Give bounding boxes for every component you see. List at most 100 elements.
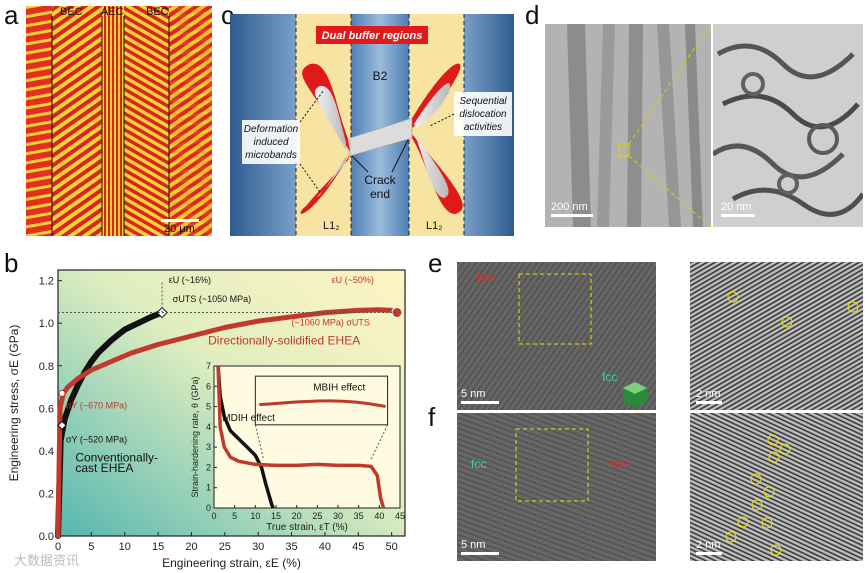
series-line-conventional [55, 309, 166, 539]
eu-label-red: εU (~50%) [332, 275, 374, 285]
ifft-image-f [690, 413, 863, 561]
scale-bar-d-right [721, 214, 755, 217]
ifft-image-e [690, 262, 863, 410]
inset-x-tick-label: 5 [232, 511, 237, 521]
bec-left-label: BEC [60, 6, 83, 18]
sequential-label-2: dislocation [459, 109, 507, 120]
inset-x-tick-label: 0 [211, 511, 216, 521]
uts-label-black: σUTS (~1050 MPa) [173, 294, 251, 304]
x-tick-label: 5 [88, 541, 94, 553]
uts-label-red: (~1060 MPa) σUTS [292, 317, 370, 327]
inset-series-conventional [216, 365, 275, 509]
l12-left-label: L1₂ [323, 220, 340, 232]
x-tick-label: 30 [252, 541, 264, 553]
aec-label: AEC [101, 6, 124, 18]
inset-x-tick-label: 40 [374, 511, 384, 521]
x-tick-label: 40 [319, 541, 331, 553]
y-tick-label: 0.4 [39, 446, 54, 458]
panel-label-b: b [4, 248, 19, 278]
bec-right-label: BEC [146, 6, 169, 18]
inset-y-tick-label: 5 [206, 402, 211, 412]
l12-right-label: L1₂ [426, 220, 443, 232]
inset-y-tick-label: 3 [206, 442, 211, 452]
panel-f-left-image: fcc bcc 5 nm [457, 413, 656, 561]
scale-bar-f-right [696, 552, 722, 555]
y-tick-label: 0.6 [39, 403, 54, 415]
scale-text-d-left: 200 nm [551, 201, 588, 213]
y-tick-label: 0.2 [39, 488, 54, 500]
ys-label-black: σY (~520 MPa) [66, 434, 127, 444]
inset-y-tick-label: 2 [206, 462, 211, 472]
inset-y-tick-label: 6 [206, 381, 211, 391]
cc-series-label-2: cast EHEA [75, 461, 133, 475]
y-tick-label: 0.0 [39, 531, 54, 543]
deformation-label-2: induced [253, 137, 288, 148]
fcc-label-e: fcc [602, 370, 618, 384]
inset-zoom-curve [259, 399, 386, 409]
x-tick-label: 45 [352, 541, 364, 553]
stem-image-d [545, 24, 711, 227]
dual-buffer-banner [316, 26, 428, 44]
x-tick-label: 25 [219, 541, 231, 553]
panel-e-right-image: 2 nm [690, 262, 863, 410]
dual-buffer-schematic: Dual buffer regions B2 L1₂ L1₂ Deformati… [230, 14, 514, 236]
ys-marker-conventional [57, 420, 67, 431]
hrtem-image-f [457, 413, 656, 561]
panel-f-right-image: 2 nm [690, 413, 863, 561]
hrstem-image-d [713, 24, 863, 227]
panel-label-e: e [428, 248, 443, 278]
hrtem-image-e [457, 262, 656, 410]
sequential-label-3: activities [464, 122, 502, 133]
uts-marker-directional [391, 307, 403, 319]
ys-label-red: σY (~670 MPa) [66, 400, 127, 410]
scale-bar-e-left [461, 401, 499, 404]
scale-bar-e-right [696, 401, 722, 404]
deformation-label-1: Deformation [244, 124, 299, 135]
scale-text-f-right: 2 nm [696, 539, 721, 551]
plot-frame [57, 269, 406, 537]
ds-series-label: Directionally-solidified EHEA [208, 333, 360, 347]
inset-x-tick-label: 35 [354, 511, 364, 521]
x-tick-label: 35 [285, 541, 297, 553]
x-tick-label: 10 [119, 541, 131, 553]
inset-x-tick-label: 20 [292, 511, 302, 521]
inset-y-tick-label: 4 [206, 422, 211, 432]
scale-text-a: 20 μm [164, 223, 195, 235]
crack-label-2: end [370, 187, 390, 201]
y-tick-label: 1.0 [39, 318, 54, 330]
ys-marker-directional [58, 389, 66, 397]
x-tick-label: 15 [152, 541, 164, 553]
y-axis-label: Engineering stress, σE (GPa) [7, 325, 21, 482]
x-axis-label: Engineering strain, εE (%) [162, 556, 301, 570]
inset-y-tick-label: 7 [206, 361, 211, 371]
inset-y-axis-label: Strain-hardening rate, θ (GPa) [190, 376, 200, 497]
mdih-label: MDIH effect [222, 413, 275, 424]
scale-bar-a [161, 219, 199, 222]
panel-d-left-image: 200 nm [545, 24, 711, 227]
inset-series-directional [216, 365, 386, 509]
inset-x-tick-label: 10 [250, 511, 260, 521]
scale-text-d-right: 20 nm [721, 201, 752, 213]
series-line-directional [55, 307, 400, 539]
scale-bar-f-left [461, 552, 499, 555]
panel-b-chart: 0 5 10 15 20 25 30 35 40 45 50 0.0 0.2 0.4 0.6 0.8 1.0 1.… [0, 258, 420, 573]
inset-zoom-connector-left [254, 424, 265, 460]
eu-label-black: εU (~16%) [169, 275, 211, 285]
y-tick-label: 0.8 [39, 361, 54, 373]
inset-y-tick-label: 0 [206, 503, 211, 513]
x-tick-label: 50 [386, 541, 398, 553]
y-tick-label: 1.2 [39, 276, 54, 288]
panel-label-f: f [428, 402, 436, 432]
panel-e-left-image: bcc fcc 5 nm [457, 262, 656, 410]
bcc-label-f: bcc [611, 457, 630, 471]
scale-bar-d-left [551, 214, 593, 217]
cc-series-label-1: Conventionally- [75, 451, 158, 465]
b2-label: B2 [373, 69, 388, 83]
inset-y-tick-label: 1 [206, 483, 211, 493]
scale-text-e-right: 2 nm [696, 388, 721, 400]
inset-x-tick-label: 15 [271, 511, 281, 521]
crack-label-1: Crack [364, 173, 396, 187]
scale-text-e-left: 5 nm [461, 388, 486, 400]
inset-x-tick-label: 25 [312, 511, 322, 521]
panel-c-schematic: Dual buffer regions B2 L1₂ L1₂ Deformati… [230, 14, 514, 236]
